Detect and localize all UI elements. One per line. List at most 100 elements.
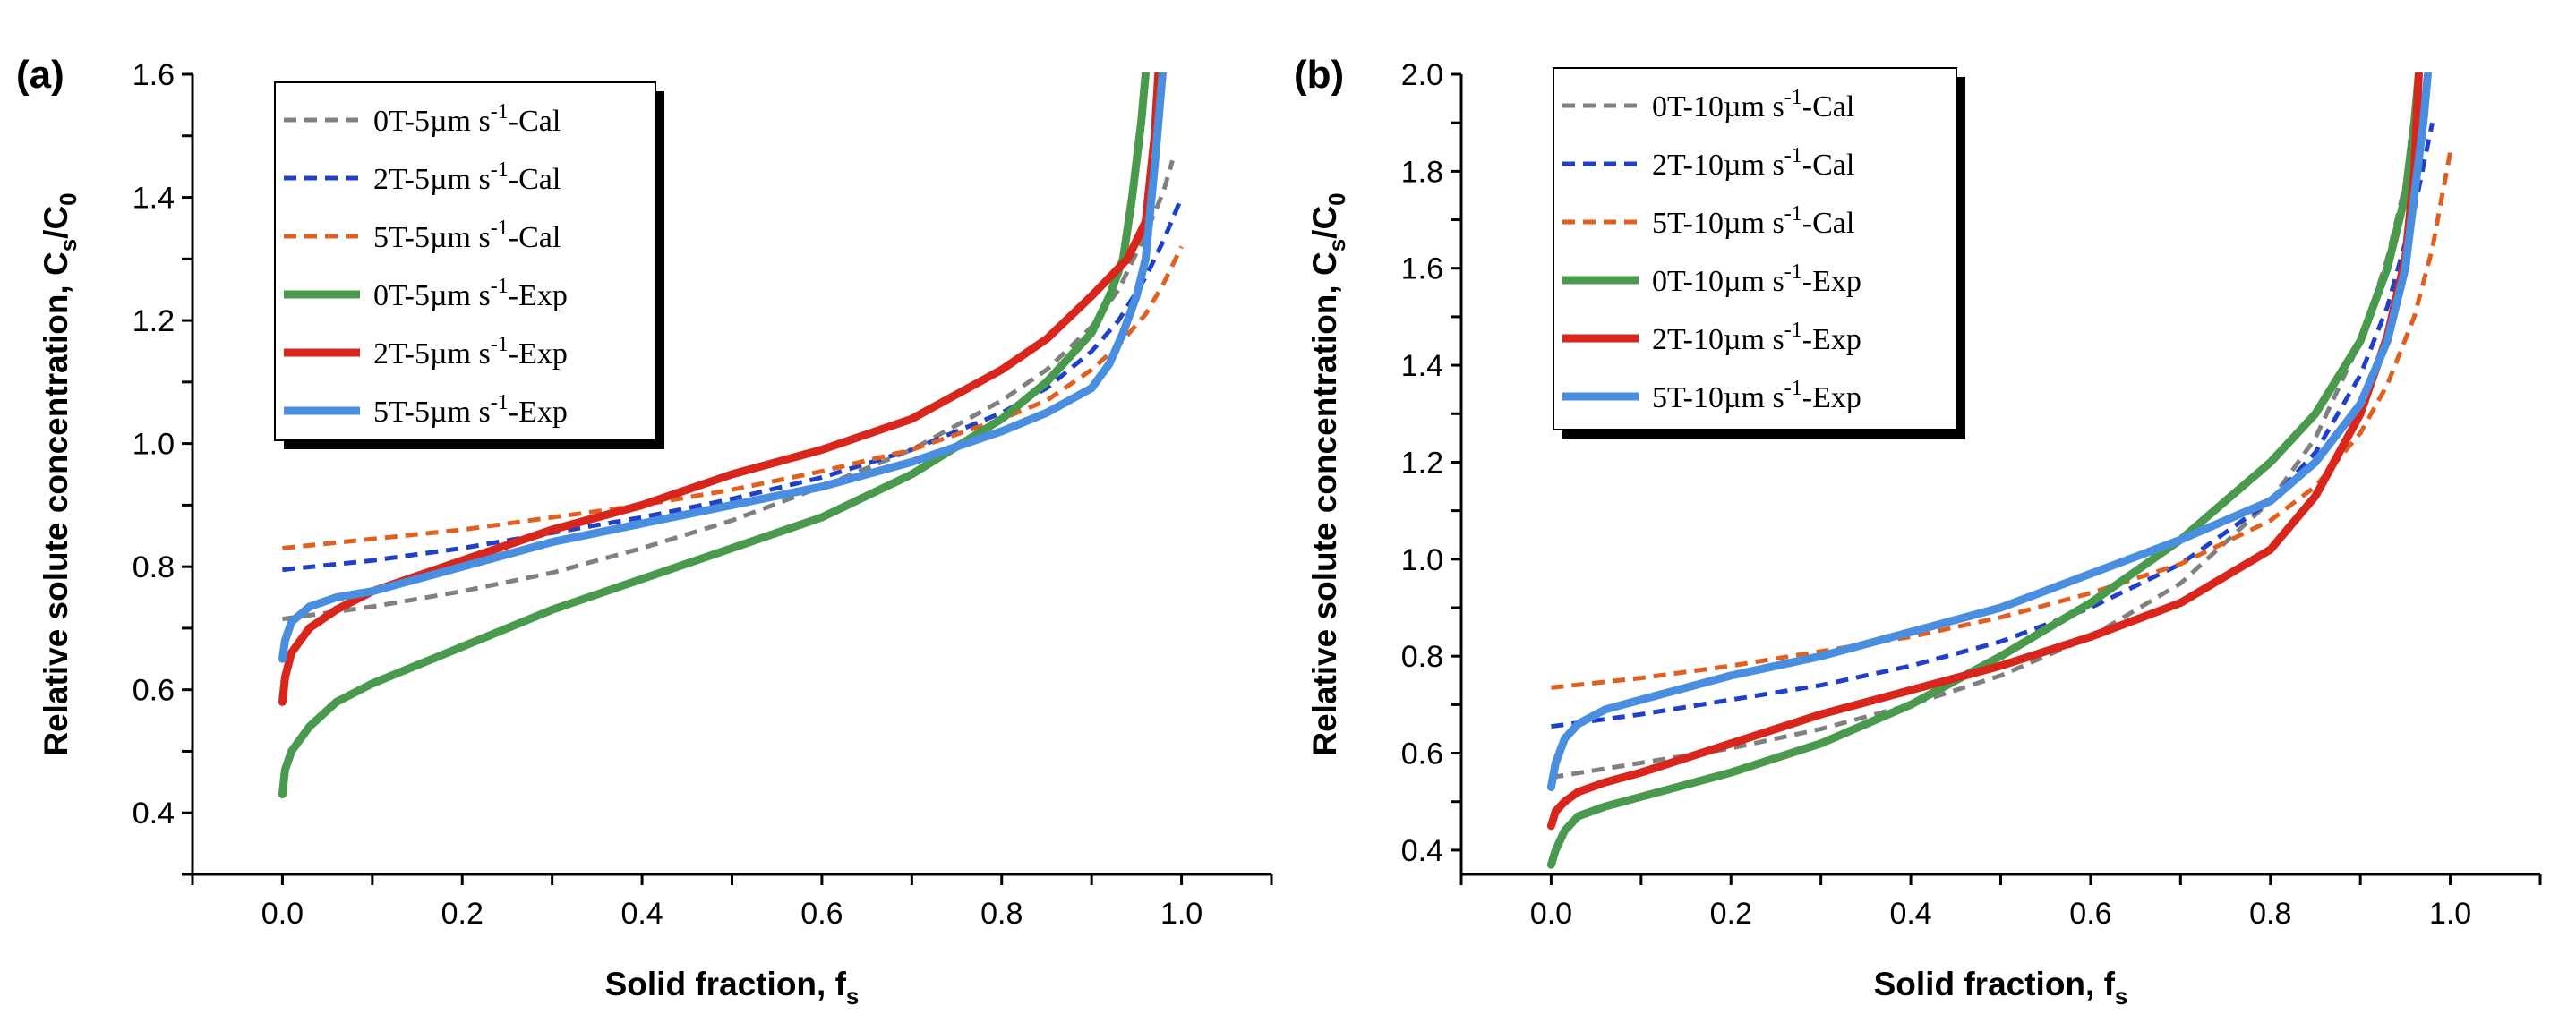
legend-entry: 0T-5µm s-1-Cal (373, 100, 561, 138)
legend-entry: 2T-5µm s-1-Cal (373, 158, 561, 196)
legend-entry-main: 2T-5µm s (373, 337, 491, 371)
y-axis-title-text: Relative solute concentration, C (38, 251, 74, 755)
legend-entry-main: 2T-5µm s (373, 163, 491, 196)
legend-entry-suffix: -Cal (1802, 90, 1855, 124)
legend-entry-main: 5T-10µm s (1652, 381, 1784, 414)
legend-entry: 5T-10µm s-1-Exp (1652, 377, 1861, 414)
y-tick-label: 0.6 (1401, 737, 1443, 771)
legend-entry-suffix: -Cal (509, 221, 561, 254)
series-line-2T-10-m-s-1-Cal (1551, 122, 2435, 729)
legend-entry-superscript: -1 (491, 275, 509, 298)
legend-entry-main: 2T-10µm s (1652, 149, 1784, 182)
legend-entry-main: 5T-5µm s (373, 396, 491, 429)
legend-entry-superscript: -1 (1784, 202, 1802, 226)
x-tick-label: 0.0 (1530, 897, 1572, 931)
y-axis-title-subscript-0: 0 (1323, 192, 1350, 205)
y-tick-label: 1.4 (133, 182, 175, 216)
legend-entry-superscript: -1 (1784, 260, 1802, 284)
legend-entry-main: 0T-10µm s (1652, 90, 1784, 124)
legend-entry-main: 0T-5µm s (373, 105, 491, 138)
legend-entry-suffix: -Cal (1802, 207, 1855, 240)
legend-entry-main: 0T-10µm s (1652, 265, 1784, 298)
y-tick-label: 1.6 (1401, 252, 1443, 286)
x-tick-label: 1.0 (1160, 897, 1202, 931)
legend-entry-suffix: -Cal (509, 163, 561, 196)
legend-entry-suffix: -Exp (1802, 265, 1861, 298)
y-tick-label: 0.4 (133, 797, 175, 831)
legend-entry: 0T-10µm s-1-Exp (1652, 260, 1861, 298)
series-line-0T-10-m-s-1-Exp (1546, 72, 2423, 869)
y-tick-label: 1.0 (133, 428, 175, 462)
legend-entry: 0T-10µm s-1-Cal (1652, 86, 1854, 124)
y-tick-label: 1.6 (133, 58, 175, 92)
legend-entry-main: 5T-5µm s (373, 221, 491, 254)
y-tick-label: 2.0 (1401, 58, 1443, 92)
legend-entry-superscript: -1 (491, 391, 509, 414)
legend-entry: 5T-10µm s-1-Cal (1652, 202, 1854, 240)
x-tick-label: 0.8 (980, 897, 1023, 931)
series-line-0T-5-m-s-1-Cal (282, 159, 1175, 622)
series-line-5T-10-m-s-1-Cal (1551, 151, 2453, 690)
legend-box (274, 81, 656, 441)
plot-area (278, 72, 1184, 799)
series-line-2T-5-m-s-1-Exp (278, 72, 1163, 706)
y-tick-label: 0.8 (1401, 640, 1443, 674)
x-tick-label: 1.0 (2429, 897, 2471, 931)
legend-entry-superscript: -1 (491, 158, 509, 182)
x-axis-title: Solid fraction, fs (605, 966, 860, 1010)
x-tick-label: 0.4 (620, 897, 663, 931)
series-line-2T-5-m-s-1-Cal (282, 196, 1184, 573)
legend-entry-suffix: -Cal (1802, 149, 1855, 182)
y-tick-label: 1.4 (1401, 349, 1443, 383)
x-tick-label: 0.6 (2069, 897, 2111, 931)
plot-area (1546, 72, 2453, 869)
y-axis-title: Relative solute concentration, Cs/C0 (1306, 192, 1350, 755)
x-axis-title-subscript: s (846, 983, 859, 1010)
legend-entry-superscript: -1 (1784, 86, 1802, 109)
x-tick-label: 0.4 (1889, 897, 1931, 931)
series-line-5T-5-m-s-1-Cal (282, 245, 1184, 550)
x-axis-title-text: Solid fraction, f (1874, 966, 2116, 1002)
legend-entry: 2T-10µm s-1-Cal (1652, 144, 1854, 182)
y-axis-title-subscript-s: s (1323, 239, 1350, 251)
y-tick-label: 0.6 (133, 674, 175, 708)
legend-entry-superscript: -1 (491, 100, 509, 124)
legend-entry: 5T-5µm s-1-Exp (373, 391, 568, 429)
legend-entry-superscript: -1 (1784, 377, 1802, 400)
legend-entry-superscript: -1 (1784, 144, 1802, 167)
y-tick-label: 0.8 (133, 550, 175, 584)
legend-box (1553, 67, 1957, 430)
legend-entry: 5T-5µm s-1-Cal (373, 217, 561, 254)
y-axis-title: Relative solute concentration, Cs/C0 (38, 192, 81, 755)
legend-entry-suffix: -Exp (509, 396, 568, 429)
y-axis-title-subscript-s: s (55, 239, 81, 251)
panel-label: (b) (1294, 53, 1344, 97)
legend-entry-suffix: -Cal (509, 105, 561, 138)
legend-entry-suffix: -Exp (509, 337, 568, 371)
y-axis-title-mid: /C (1306, 206, 1343, 239)
x-axis-title-text: Solid fraction, f (605, 966, 847, 1002)
y-tick-label: 1.2 (133, 304, 175, 338)
y-tick-label: 1.2 (1401, 446, 1443, 480)
x-tick-label: 0.8 (2249, 897, 2291, 931)
series-line-5T-5-m-s-1-Exp (278, 72, 1168, 663)
legend-entry: 0T-5µm s-1-Exp (373, 275, 568, 312)
y-axis-title-subscript-0: 0 (55, 192, 81, 205)
y-axis-title-mid: /C (38, 206, 74, 239)
series-line-0T-5-m-s-1-Exp (278, 72, 1151, 799)
x-tick-label: 0.0 (261, 897, 304, 931)
y-tick-label: 1.8 (1401, 155, 1443, 189)
panel-b: 0.0 0.2 0.4 0.6 0.8 1.0 0.4 0.6 0.8 1.0 1.2 1.4 1.6 1… (1294, 53, 2542, 1010)
series-line-5T-10-m-s-1-Exp (1546, 72, 2432, 791)
legend-entry-superscript: -1 (491, 217, 509, 240)
legend-entry-superscript: -1 (1784, 319, 1802, 342)
legend-entry-suffix: -Exp (1802, 381, 1861, 414)
x-tick-label: 0.2 (441, 897, 484, 931)
y-axis-title-text: Relative solute concentration, C (1306, 251, 1343, 755)
legend-entry-main: 2T-10µm s (1652, 323, 1784, 356)
y-tick-label: 0.4 (1401, 834, 1443, 868)
legend-entry: 2T-5µm s-1-Exp (373, 333, 568, 371)
x-axis-title: Solid fraction, fs (1874, 966, 2128, 1010)
